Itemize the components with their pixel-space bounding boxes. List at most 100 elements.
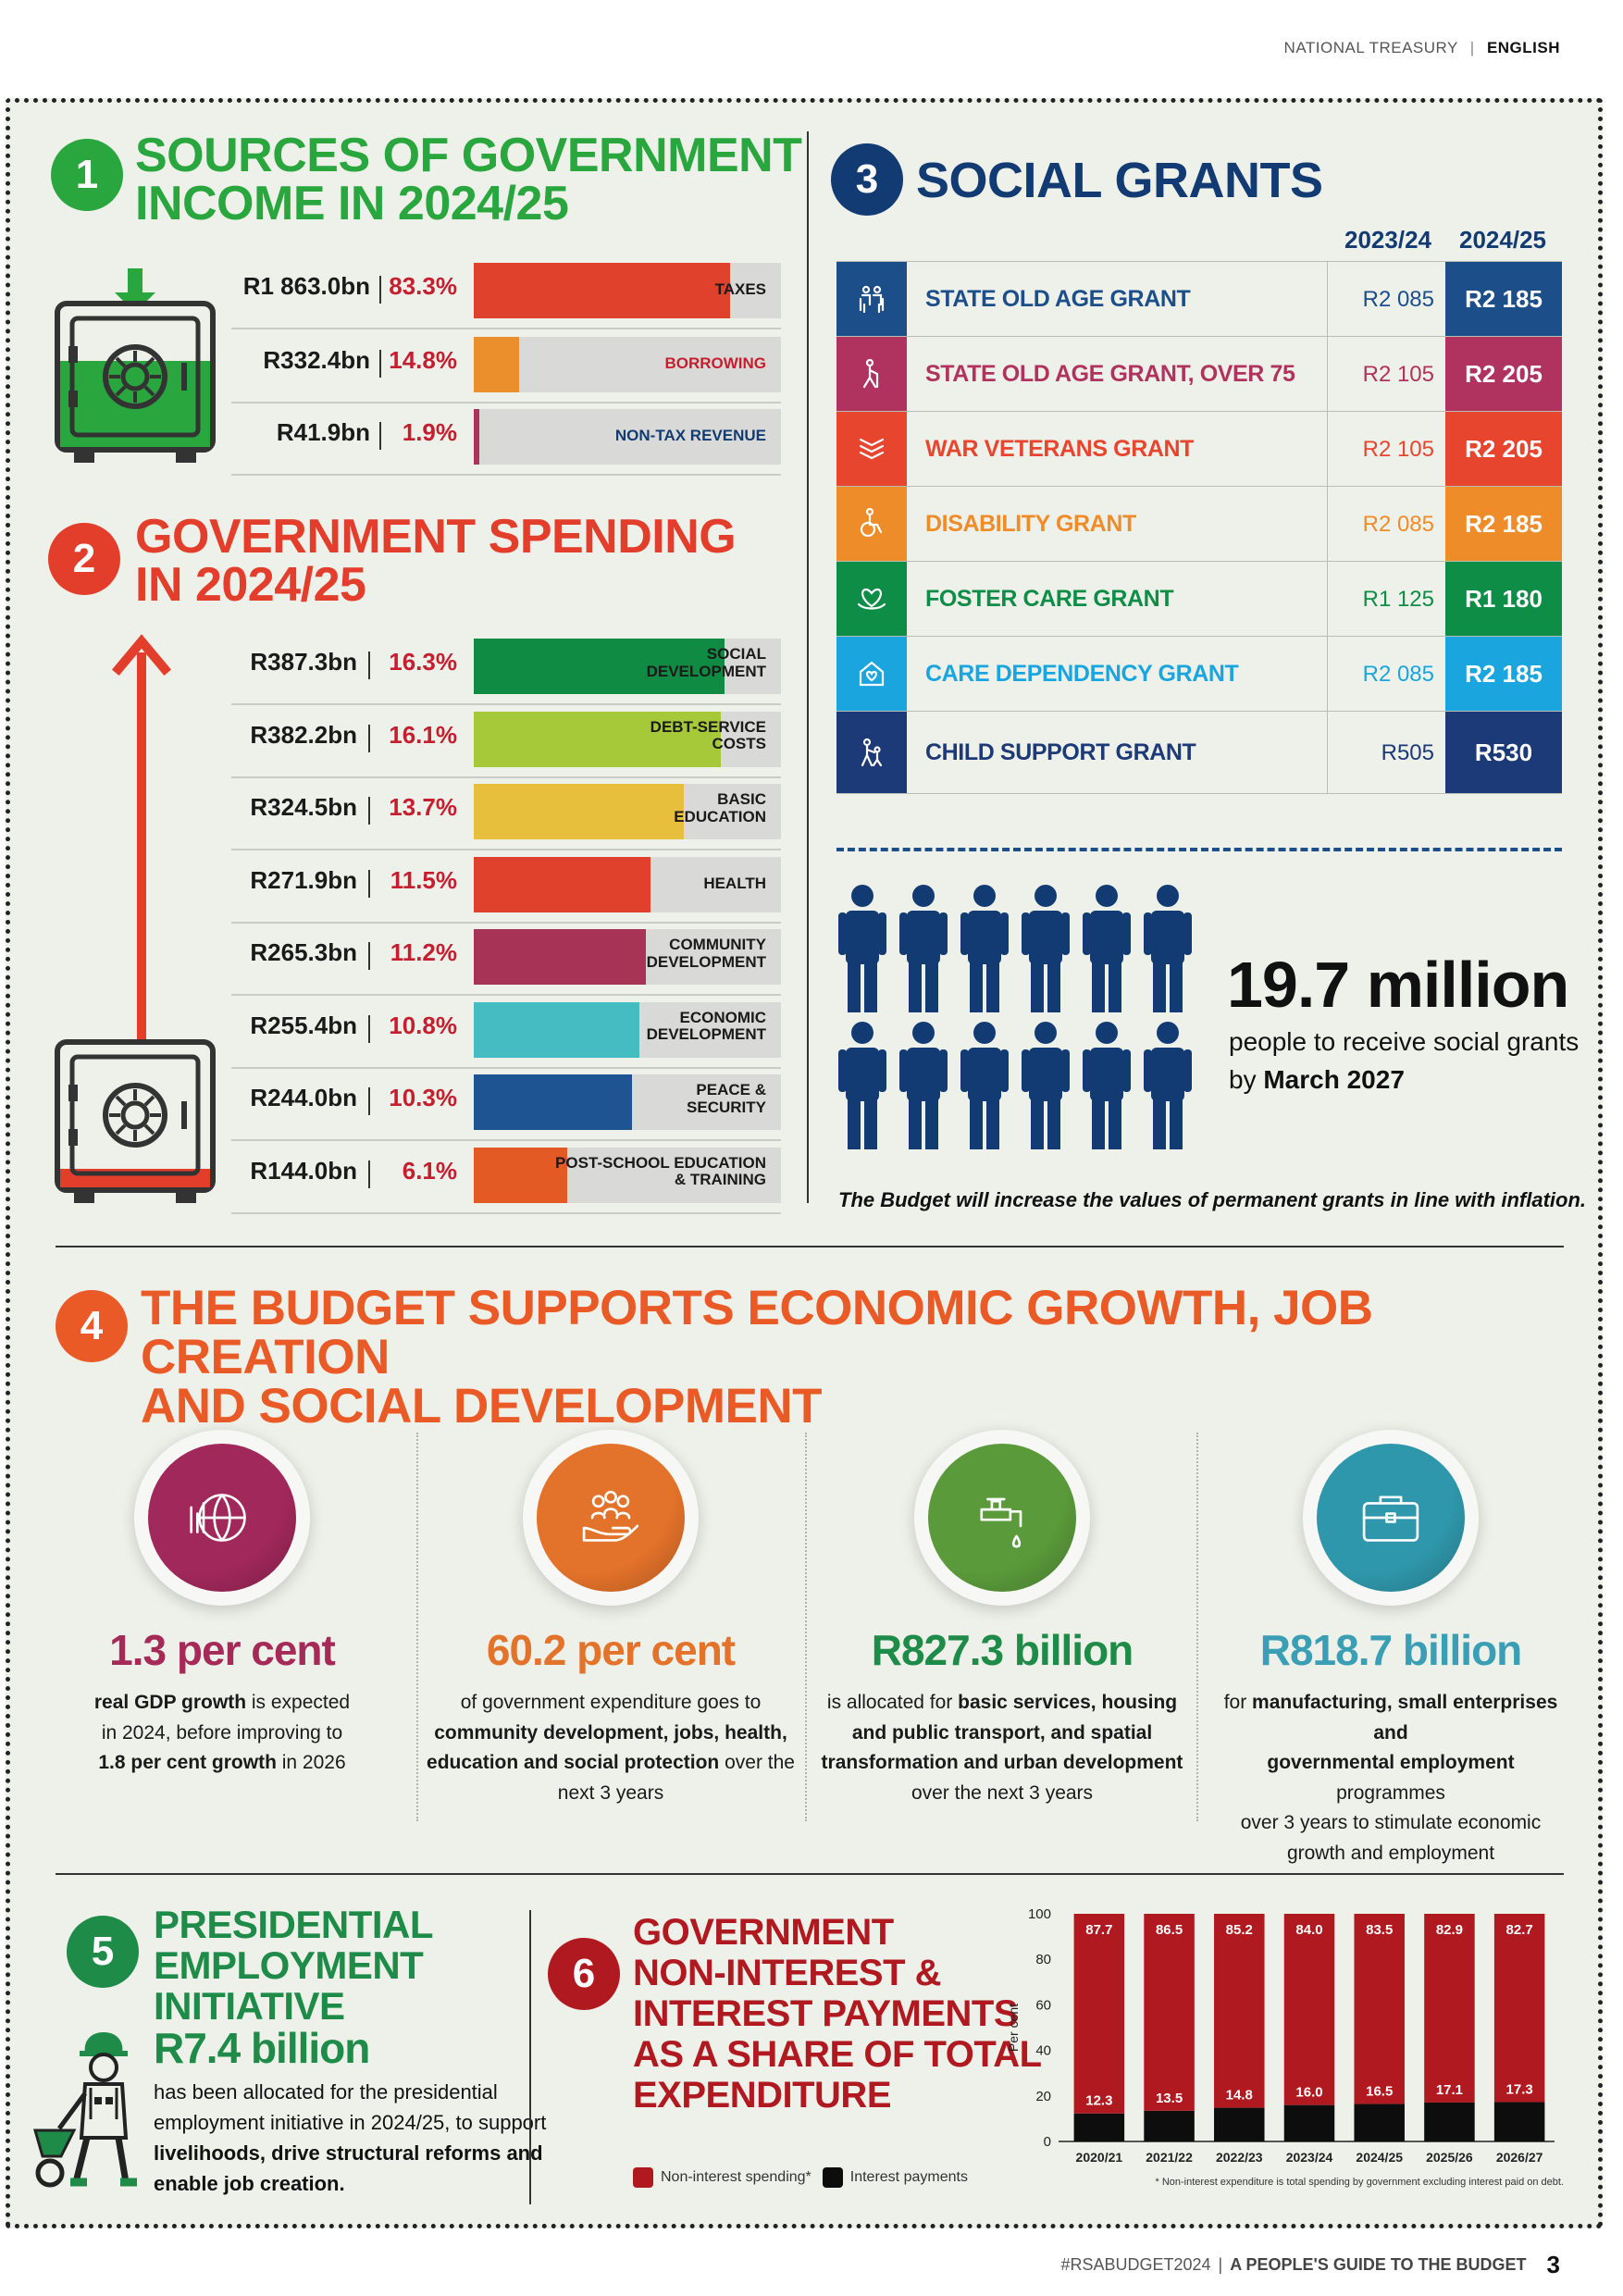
spending-share: 10.8% (389, 1011, 457, 1039)
x-tick-label: 2022/23 (1216, 2150, 1263, 2165)
grant-row: STATE OLD AGE GRANT, OVER 75 R2 105 R2 205 (836, 336, 1562, 412)
income-bar-label: TAXES (714, 280, 766, 298)
people-count: 19.7 million (1227, 949, 1569, 1021)
spending-bar-track: HEALTH (474, 856, 781, 912)
y-tick-label: 40 (1035, 2043, 1051, 2059)
spending-bar-label: PEACE & SECURITY (687, 1081, 766, 1116)
grant-value-2024-text: R1 180 (1465, 584, 1542, 613)
bar-noninterest (1073, 1914, 1125, 2114)
stat-desc: is allocated for basic services, housing… (817, 1688, 1187, 1808)
income-bar-fill (474, 337, 520, 392)
spending-bar-fill (474, 1147, 568, 1203)
stat-desc-part: programmes (1336, 1781, 1445, 1804)
spending-row: R244.0bn 10.3% PEACE & SECURITY (231, 1071, 781, 1141)
stat-desc: of government expenditure goes to communi… (426, 1688, 796, 1808)
stat-desc-part: education and social protection (427, 1752, 720, 1774)
section-5-title: PRESIDENTIAL EMPLOYMENT INITIATIVE (154, 1904, 434, 2027)
section-4-title-line1: THE BUDGET SUPPORTS ECONOMIC GROWTH, JOB… (141, 1281, 1373, 1384)
spending-bar-label-line1: HEALTH (703, 874, 766, 892)
spending-bar-label: HEALTH (703, 875, 766, 893)
section-6-number: 6 (548, 1938, 620, 2010)
section-1-number: 1 (51, 139, 123, 211)
spending-bar-label-line2: DEVELOPMENT (646, 662, 766, 680)
person-icon (1144, 1022, 1192, 1149)
water-tap-icon (928, 1444, 1076, 1592)
spending-row: R271.9bn 11.5% HEALTH (231, 853, 781, 924)
grant-value-2023: R2 105 (1362, 437, 1434, 462)
spending-row: R382.2bn 16.1% DEBT-SERVICE COSTS (231, 708, 781, 778)
section-1-title-line1: SOURCES OF GOVERNMENT (135, 129, 802, 182)
stat-desc-part: 1.8 per cent growth (98, 1752, 277, 1774)
stat-value: 60.2 per cent (486, 1626, 736, 1674)
stat-value: R818.7 billion (1259, 1626, 1523, 1674)
people-by: by (1229, 1064, 1264, 1094)
income-bar-fill (474, 263, 730, 318)
income-sep (379, 422, 381, 450)
spending-bar-track: DEBT-SERVICE COSTS (474, 711, 781, 767)
house-heart-icon (836, 637, 907, 711)
footer-guide-title: A PEOPLE'S GUIDE TO THE BUDGET (1230, 2255, 1527, 2274)
spending-sep (368, 942, 370, 970)
section-6-title-line1: GOVERNMENT (633, 1912, 894, 1953)
spending-share: 11.2% (390, 938, 457, 966)
spending-amount: R271.9bn (250, 865, 357, 894)
language-link[interactable]: ENGLISH (1486, 39, 1560, 56)
income-row: R41.9bn 1.9% NON-TAX REVENUE (231, 405, 781, 476)
stat-desc-line5: growth and employment (1286, 1842, 1495, 1864)
bar-label-interest: 17.3 (1506, 2081, 1533, 2097)
spending-bar-track: COMMUNITY DEVELOPMENT (474, 929, 781, 985)
section-2-title: GOVERNMENT SPENDING IN 2024/25 (135, 510, 737, 609)
income-bar-label: NON-TAX REVENUE (614, 427, 766, 444)
x-tick-label: 2025/26 (1426, 2150, 1473, 2165)
spending-amount: R387.3bn (250, 648, 357, 676)
grant-name: STATE OLD AGE GRANT, OVER 75 (925, 361, 1295, 387)
stat-desc-part: over the (719, 1752, 795, 1774)
section-6-title-line5: EXPENDITURE (633, 2075, 891, 2116)
bar-noninterest (1424, 1914, 1475, 2103)
spending-sep (368, 1014, 370, 1043)
person-icon (960, 1022, 1009, 1149)
chart-legend: Non-interest spending* Interest payments (633, 2167, 968, 2188)
income-row: R332.4bn 14.8% BORROWING (231, 333, 781, 403)
grant-value-2024: R1 180 (1445, 562, 1562, 636)
bar-label-noninterest: 82.7 (1506, 1922, 1533, 1938)
spending-bar-label: COMMUNITY DEVELOPMENT (647, 936, 766, 971)
pei-amount: R7.4 billion (154, 2024, 370, 2072)
spending-bar-label-line1: POST-SCHOOL EDUCATION (555, 1153, 766, 1172)
spending-bar-fill (474, 639, 725, 694)
people-date: March 2027 (1263, 1064, 1405, 1094)
section-2-title-line1: GOVERNMENT SPENDING (135, 510, 737, 564)
elderly-couple-icon (836, 262, 907, 336)
spending-bar-fill (474, 929, 646, 985)
people-desc-line2: by March 2027 (1229, 1061, 1579, 1099)
spending-row: R255.4bn 10.8% ECONOMIC DEVELOPMENT (231, 999, 781, 1069)
stat-desc-part: manufacturing, small enterprises and (1252, 1692, 1558, 1744)
column-divider (807, 131, 809, 1203)
spending-share: 13.7% (389, 793, 457, 821)
spending-sep (368, 1160, 370, 1188)
grant-value-2024-text: R2 185 (1465, 509, 1542, 538)
grant-value-2024-text: R2 185 (1465, 659, 1542, 688)
grant-value-2024: R2 205 (1445, 412, 1562, 486)
worker-wheelbarrow-icon (33, 2032, 137, 2188)
footer-separator: | (1218, 2255, 1223, 2274)
spending-bar-label: BASIC EDUCATION (674, 790, 766, 825)
bar-label-interest: 16.5 (1366, 2083, 1393, 2099)
grant-value-2023: R2 085 (1362, 512, 1434, 537)
stat-desc-part: for (1223, 1692, 1253, 1713)
community-hand-icon (537, 1444, 685, 1592)
stat-desc-line1: real GDP growth is expected (37, 1688, 407, 1719)
bar-label-noninterest: 85.2 (1226, 1922, 1253, 1938)
grant-name: CHILD SUPPORT GRANT (925, 739, 1196, 765)
income-share: 14.8% (389, 346, 457, 374)
spending-row: R265.3bn 11.2% COMMUNITY DEVELOPMENT (231, 925, 781, 996)
people-desc: people to receive social grants by March… (1229, 1024, 1579, 1098)
bar-interest (1283, 2104, 1335, 2141)
chevron-badge-icon (836, 412, 907, 486)
bar-label-noninterest: 87.7 (1085, 1922, 1112, 1938)
income-bar-track: BORROWING (474, 337, 781, 392)
spending-bar-label-line1: SOCIAL (706, 645, 766, 663)
income-bar-label: BORROWING (664, 354, 766, 372)
x-tick-label: 2021/22 (1146, 2150, 1193, 2165)
spending-amount: R255.4bn (250, 1011, 357, 1039)
